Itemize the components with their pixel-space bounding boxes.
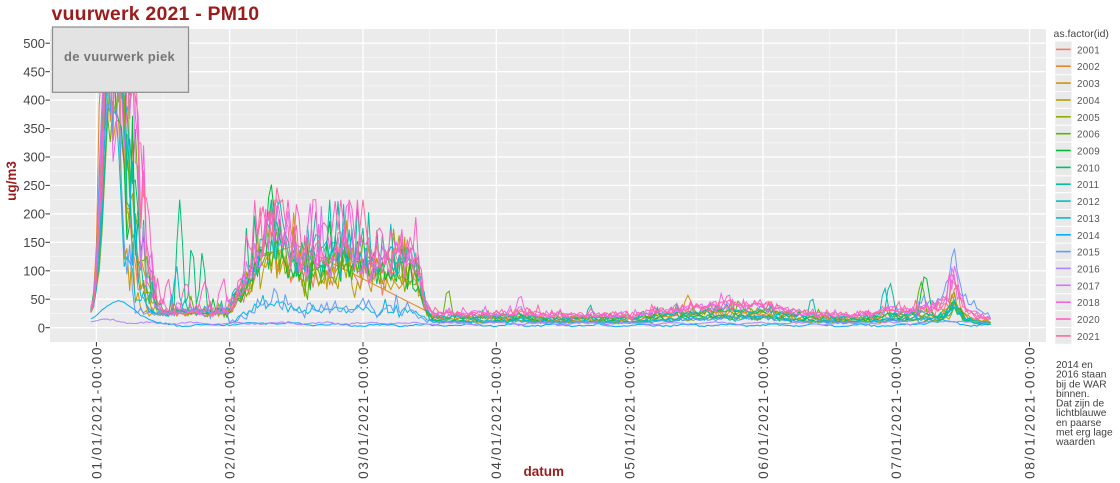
svg-text:07/01/2021-00:00: 07/01/2021-00:00 (889, 346, 904, 479)
svg-text:03/01/2021-00:00: 03/01/2021-00:00 (356, 346, 371, 479)
svg-text:2014: 2014 (1077, 231, 1100, 242)
svg-text:200: 200 (23, 207, 45, 222)
svg-text:2001: 2001 (1077, 45, 1100, 56)
svg-text:250: 250 (23, 178, 45, 193)
svg-text:2020: 2020 (1077, 315, 1100, 326)
svg-text:500: 500 (23, 36, 45, 51)
svg-text:2011: 2011 (1077, 180, 1099, 191)
svg-text:binnen.: binnen. (1056, 389, 1089, 400)
svg-text:2005: 2005 (1077, 113, 1100, 124)
svg-text:met erg lage: met erg lage (1056, 428, 1113, 439)
svg-text:2002: 2002 (1077, 62, 1100, 73)
svg-text:2017: 2017 (1077, 281, 1100, 292)
svg-text:bij de WAR: bij de WAR (1056, 379, 1107, 390)
svg-text:05/01/2021-00:00: 05/01/2021-00:00 (623, 346, 638, 479)
svg-text:2014 en: 2014 en (1056, 360, 1093, 371)
svg-text:04/01/2021-00:00: 04/01/2021-00:00 (489, 346, 504, 479)
svg-text:2003: 2003 (1077, 79, 1100, 90)
svg-text:300: 300 (23, 150, 45, 165)
svg-text:400: 400 (23, 93, 45, 108)
svg-text:2013: 2013 (1077, 214, 1100, 225)
svg-text:2021: 2021 (1077, 332, 1100, 343)
svg-text:50: 50 (31, 292, 45, 307)
svg-text:en paarse: en paarse (1056, 418, 1102, 429)
svg-text:2009: 2009 (1077, 147, 1100, 158)
svg-text:450: 450 (23, 64, 45, 79)
svg-text:2006: 2006 (1077, 130, 1100, 141)
svg-text:2016 staan: 2016 staan (1056, 370, 1106, 381)
svg-text:2016: 2016 (1077, 264, 1100, 275)
svg-text:lichtblauwe: lichtblauwe (1056, 408, 1107, 419)
svg-text:de vuurwerk piek: de vuurwerk piek (64, 49, 175, 64)
svg-text:2015: 2015 (1077, 248, 1100, 259)
svg-text:100: 100 (23, 263, 45, 278)
svg-text:ug/m3: ug/m3 (4, 161, 19, 201)
svg-text:2004: 2004 (1077, 96, 1100, 107)
svg-text:waarden: waarden (1055, 437, 1095, 448)
svg-text:2012: 2012 (1077, 197, 1100, 208)
svg-text:08/01/2021-00:00: 08/01/2021-00:00 (1022, 346, 1037, 479)
svg-text:02/01/2021-00:00: 02/01/2021-00:00 (223, 346, 238, 479)
svg-text:as.factor(id): as.factor(id) (1054, 28, 1109, 40)
svg-text:vuurwerk 2021 - PM10: vuurwerk 2021 - PM10 (52, 3, 260, 25)
svg-text:datum: datum (524, 464, 565, 479)
svg-text:Dat zijn de: Dat zijn de (1056, 399, 1104, 410)
svg-text:150: 150 (23, 235, 45, 250)
svg-text:2018: 2018 (1077, 298, 1100, 309)
svg-text:2010: 2010 (1077, 163, 1100, 174)
svg-text:06/01/2021-00:00: 06/01/2021-00:00 (756, 346, 771, 479)
svg-text:0: 0 (38, 320, 45, 335)
svg-text:350: 350 (23, 121, 45, 136)
svg-text:01/01/2021-00:00: 01/01/2021-00:00 (89, 346, 104, 479)
